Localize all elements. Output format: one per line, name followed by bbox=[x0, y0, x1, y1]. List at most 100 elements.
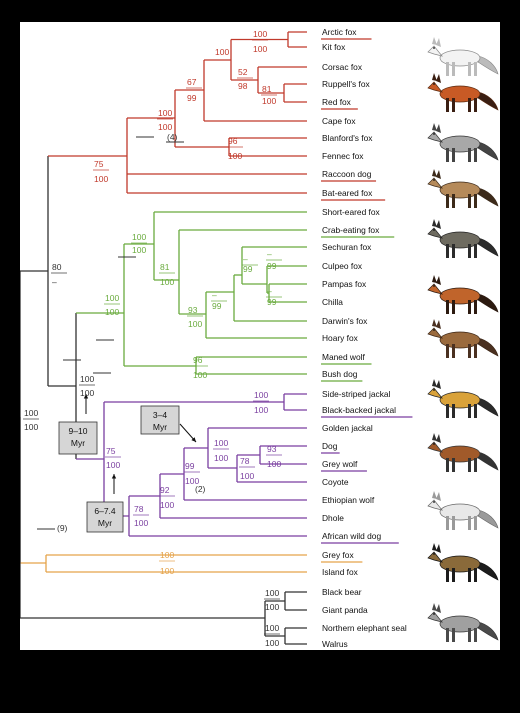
annotation-vulpes_events: (4) bbox=[167, 132, 178, 142]
date-box-6-7.4: 6–7.4 Myr bbox=[86, 474, 124, 533]
support-south-american-canids-top: 100 bbox=[105, 293, 119, 303]
support-lycalopex-bottom: 99 bbox=[212, 301, 222, 311]
tip-label: Bush dog bbox=[322, 369, 358, 379]
support-dogs-and-foxes-top: 80 bbox=[52, 262, 62, 272]
support-corsac-ruppell-red-top: 52 bbox=[238, 67, 248, 77]
tip-label: Culpeo fox bbox=[322, 261, 363, 271]
support-golden-jackal-group-top: 100 bbox=[214, 438, 228, 448]
support-red-fox-like-bottom: 100 bbox=[94, 174, 108, 184]
support-sechuran-culpeo-group-bottom: 99 bbox=[243, 264, 253, 274]
tip-label: Blanford's fox bbox=[322, 133, 373, 143]
jackal-icon bbox=[427, 379, 499, 418]
support-blanford-fennec-top: 96 bbox=[228, 136, 238, 146]
support-plus-wild-dog-top: 78 bbox=[134, 504, 144, 514]
tip-label: Kit fox bbox=[322, 42, 346, 52]
support-south-american-core-top: 100 bbox=[132, 232, 146, 242]
support-bear-panda-bottom: 100 bbox=[265, 602, 279, 612]
raccoon-dog-icon bbox=[427, 123, 499, 162]
support-maned-bush-top: 96 bbox=[193, 355, 203, 365]
support-bear-panda-top: 100 bbox=[265, 588, 279, 598]
tip-label: African wild dog bbox=[322, 531, 381, 541]
dog-icon bbox=[427, 433, 499, 472]
support-arctic-kit-bottom: 100 bbox=[253, 44, 267, 54]
bush-dog-icon bbox=[427, 319, 499, 358]
tip-label: Dog bbox=[322, 441, 338, 451]
tip-label: Northern elephant seal bbox=[322, 623, 407, 633]
tip-label: Corsac fox bbox=[322, 62, 363, 72]
support-ruppell-red-bottom: 100 bbox=[262, 96, 276, 106]
phylogenetic-tree: 100 100 52 98 81 100 100 67 99 100 100 96 100 75 100 80… bbox=[20, 27, 499, 649]
support-grey-island-top: 100 bbox=[160, 550, 174, 560]
tip-label: Pampas fox bbox=[322, 279, 367, 289]
tip-label: Side-striped jackal bbox=[322, 389, 391, 399]
support-canidae-top: 100 bbox=[24, 408, 38, 418]
support-vulpes-core-top: 100 bbox=[215, 47, 229, 57]
tip-label: Black-backed jackal bbox=[322, 405, 396, 415]
support-lycalopex-top: – bbox=[212, 290, 217, 300]
red-fox-icon bbox=[427, 73, 499, 112]
tip-label: Walrus bbox=[322, 639, 348, 649]
support-vulpes-clade-bottom: 100 bbox=[158, 122, 172, 132]
tip-label: Black bear bbox=[322, 587, 362, 597]
tip-label: Giant panda bbox=[322, 605, 368, 615]
tip-label: Arctic fox bbox=[322, 27, 357, 37]
tip-label: Short-eared fox bbox=[322, 207, 381, 217]
tip-label: Chilla bbox=[322, 297, 343, 307]
support-blanford-fennec-bottom: 100 bbox=[228, 151, 242, 161]
tip-label: Ethiopian wolf bbox=[322, 495, 375, 505]
support-wolf-like-canids-top: 75 bbox=[106, 446, 116, 456]
culpeo-fox-icon bbox=[427, 275, 499, 314]
support-lycalopex-plus-bottom: 100 bbox=[160, 277, 174, 287]
support-sa-plus-wolflike-bottom: 100 bbox=[80, 388, 94, 398]
support-vulpes-clade-top: 100 bbox=[158, 108, 172, 118]
tip-label: Golden jackal bbox=[322, 423, 373, 433]
svg-text:9–10: 9–10 bbox=[69, 426, 88, 436]
tip-label: Coyote bbox=[322, 477, 349, 487]
support-culpeo-pampas-bottom: 99 bbox=[267, 261, 277, 271]
annotation-wolf_events: (2) bbox=[195, 484, 206, 494]
tip-label: Crab-eating fox bbox=[322, 225, 380, 235]
arctic-fox-icon bbox=[427, 37, 499, 76]
support-lycalopex-plus-hoary-bottom: 100 bbox=[188, 319, 202, 329]
support-dog-wolf-coyote-top: 78 bbox=[240, 456, 250, 466]
svg-text:Myr: Myr bbox=[98, 518, 112, 528]
tip-label: Darwin's fox bbox=[322, 316, 368, 326]
support-culpeo-pampas-top: – bbox=[267, 249, 272, 259]
support-maned-bush-bottom: 100 bbox=[193, 370, 207, 380]
support-ruppell-red-top: 81 bbox=[262, 84, 272, 94]
tip-label: Fennec fox bbox=[322, 151, 364, 161]
support-vulpes-plus-cape-top: 67 bbox=[187, 77, 197, 87]
support-plus-ethiopian-bottom: 100 bbox=[185, 476, 199, 486]
support-dog-wolf-coyote-bottom: 100 bbox=[240, 471, 254, 481]
support-sechuran-culpeo-group-top: – bbox=[243, 254, 248, 264]
bat-eared-fox-icon bbox=[427, 169, 499, 208]
support-lycalopex-plus-top: 81 bbox=[160, 262, 170, 272]
support-canidae-bottom: 100 bbox=[24, 422, 38, 432]
svg-text:3–4: 3–4 bbox=[153, 410, 167, 420]
grey-wolf-icon bbox=[427, 491, 499, 530]
support-arctic-kit-top: 100 bbox=[253, 29, 267, 39]
support-plus-dhole-bottom: 100 bbox=[160, 500, 174, 510]
support-seal-walrus-top: 100 bbox=[265, 623, 279, 633]
tip-label: Grey wolf bbox=[322, 459, 358, 469]
svg-text:6–7.4: 6–7.4 bbox=[94, 506, 116, 516]
support-grey-island-bottom: 100 bbox=[160, 566, 174, 576]
support-dog-wolf-bottom: 100 bbox=[267, 459, 281, 469]
date-box-9-10: 9–10 Myr bbox=[58, 394, 98, 455]
svg-text:Myr: Myr bbox=[71, 438, 85, 448]
support-wolf-like-canids-bottom: 100 bbox=[106, 460, 120, 470]
support-dog-wolf-top: 93 bbox=[267, 444, 277, 454]
date-box-3-4: 3–4 Myr bbox=[140, 405, 197, 443]
svg-text:Myr: Myr bbox=[153, 422, 167, 432]
support-lycalopex-plus-hoary-top: 93 bbox=[188, 305, 198, 315]
support-corsac-ruppell-red-bottom: 98 bbox=[238, 81, 248, 91]
tip-label: Sechuran fox bbox=[322, 242, 372, 252]
tip-label: Raccoon dog bbox=[322, 169, 372, 179]
tip-label: Grey fox bbox=[322, 550, 354, 560]
support-plus-wild-dog-bottom: 100 bbox=[134, 518, 148, 528]
support-jackals-top: 100 bbox=[254, 390, 268, 400]
tip-label: Bat-eared fox bbox=[322, 188, 373, 198]
tip-label: Cape fox bbox=[322, 116, 356, 126]
support-jackals-bottom: 100 bbox=[254, 405, 268, 415]
tip-label: Dhole bbox=[322, 513, 344, 523]
